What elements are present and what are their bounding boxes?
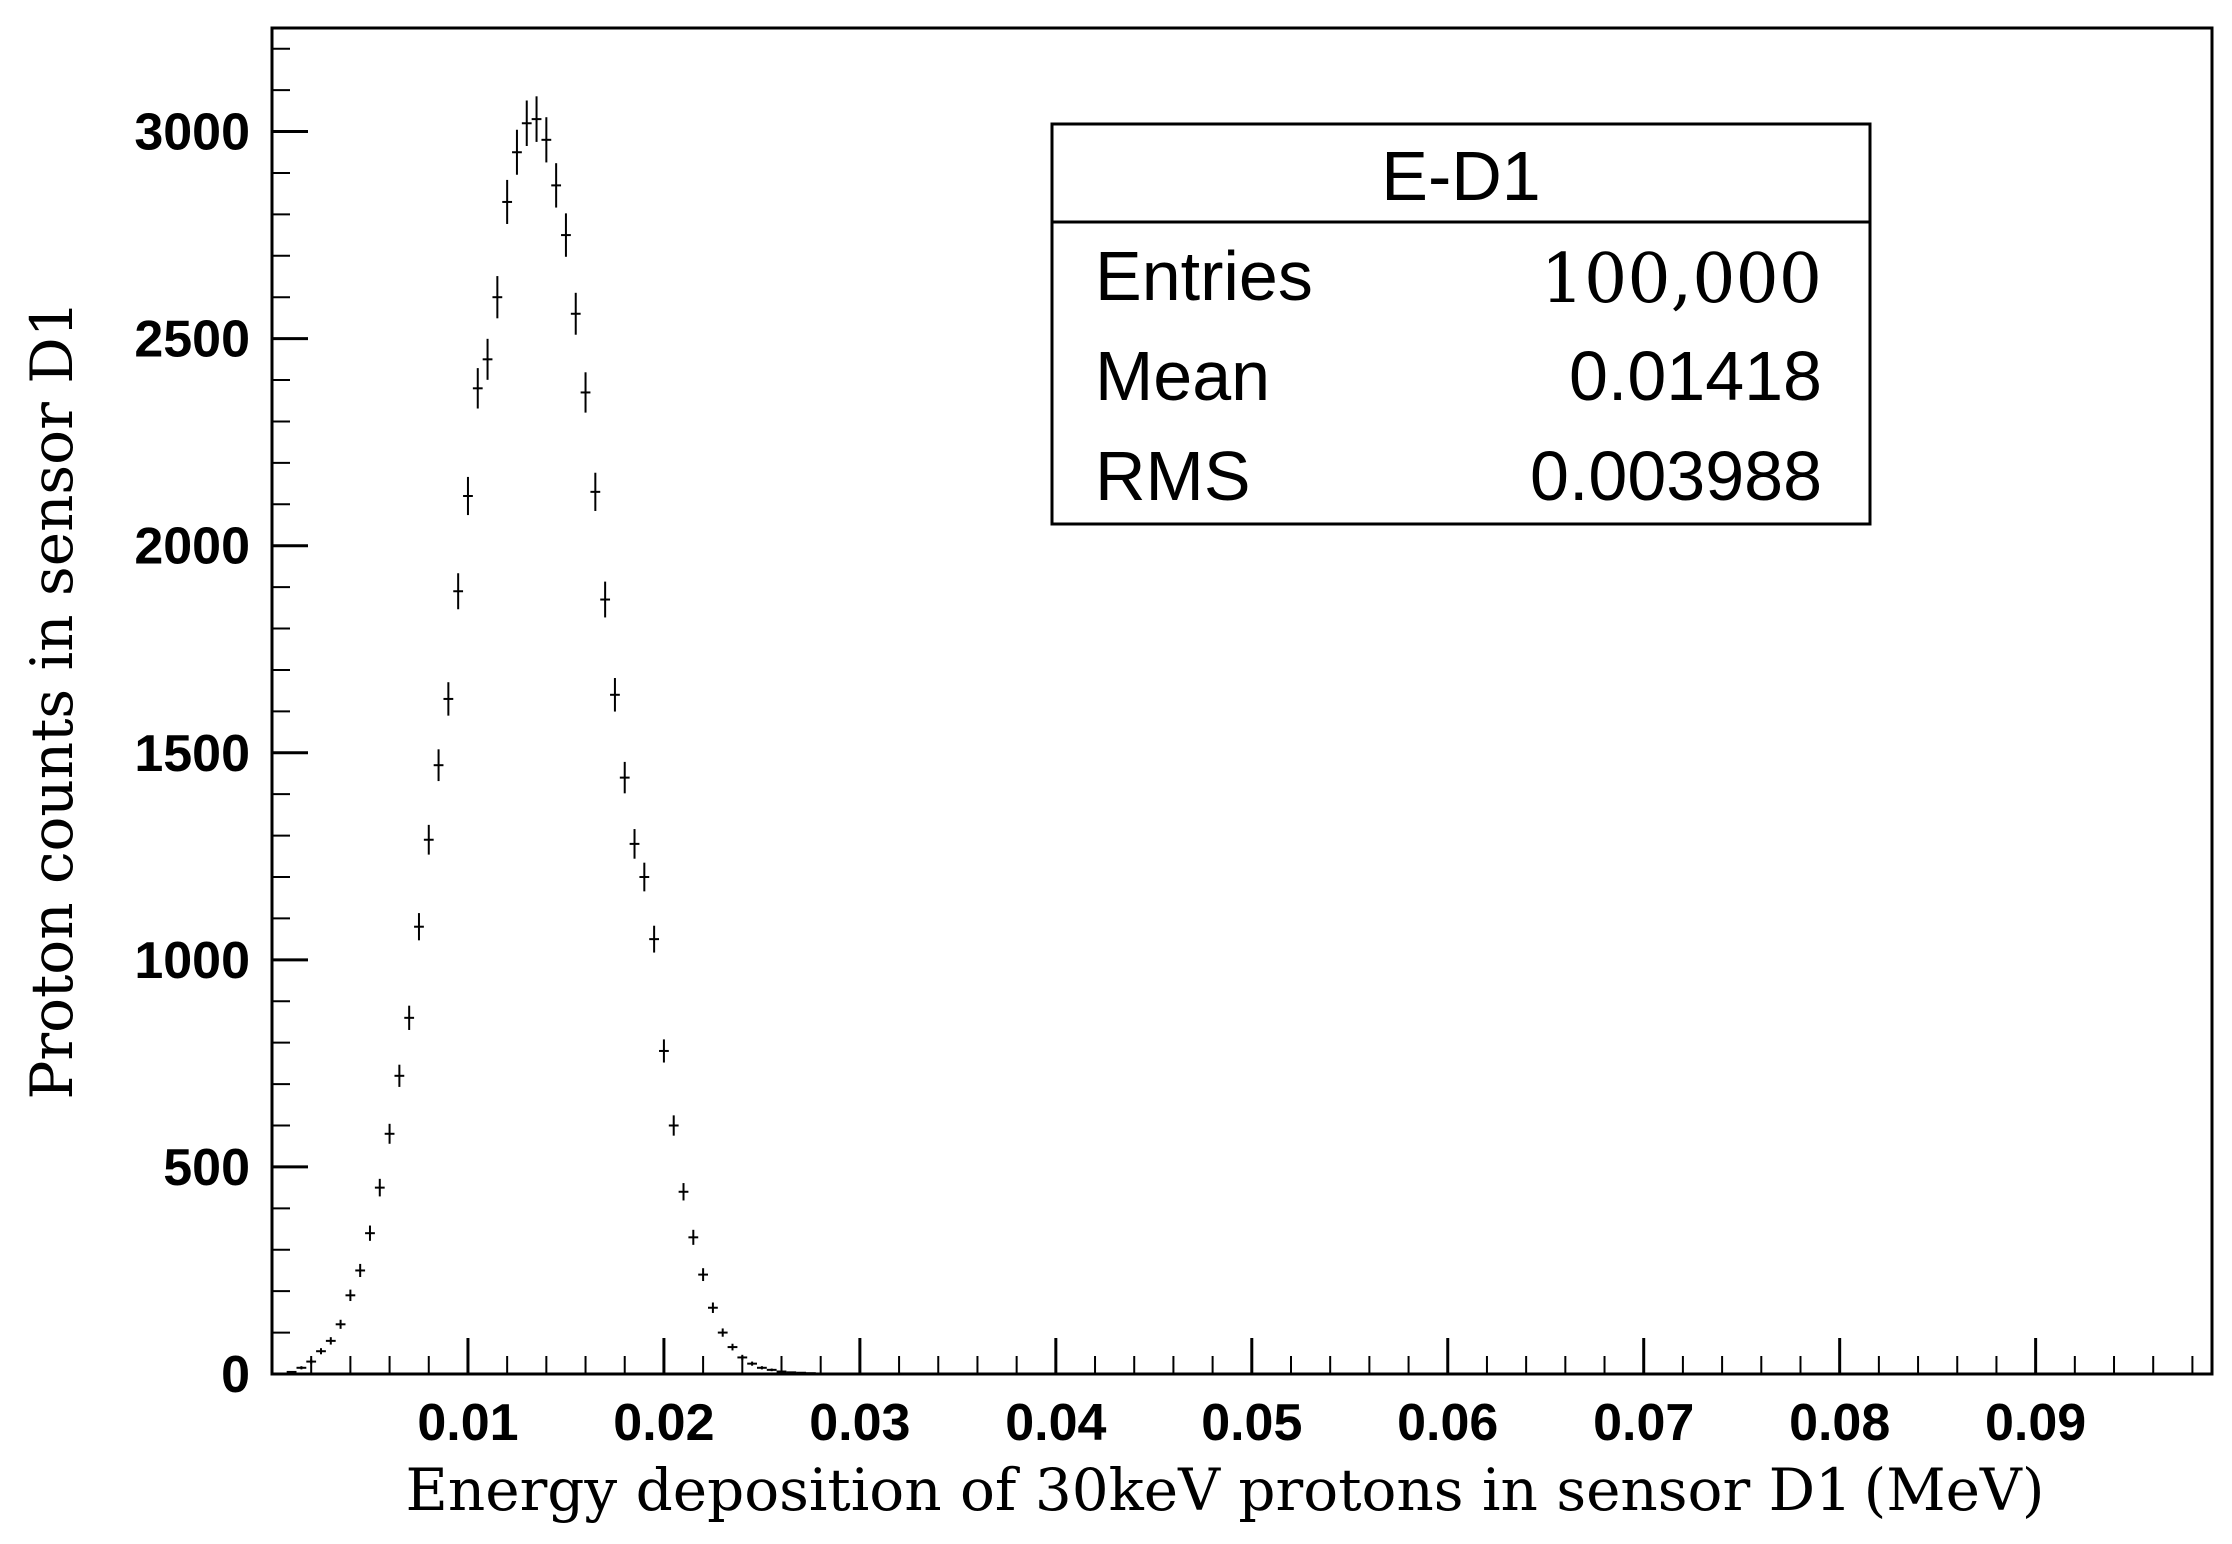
y-tick-label: 0 [221, 1346, 250, 1404]
x-tick-label: 0.09 [1985, 1394, 2086, 1452]
data-point [796, 1371, 806, 1374]
y-tick-label: 3000 [134, 104, 250, 162]
data-point [570, 292, 581, 335]
data-point [423, 824, 434, 855]
data-point [629, 829, 640, 859]
data-point [747, 1361, 757, 1366]
data-point [453, 573, 464, 610]
data-point [708, 1302, 718, 1313]
data-points [286, 96, 826, 1375]
stats-value-rms: 0.003988 [1530, 437, 1822, 515]
data-point [325, 1337, 336, 1345]
data-point [335, 1319, 346, 1329]
x-tick-label: 0.07 [1593, 1394, 1694, 1452]
data-point [296, 1366, 307, 1370]
data-point [433, 749, 444, 782]
data-point [698, 1268, 709, 1282]
data-point [668, 1115, 679, 1136]
data-point [404, 1005, 415, 1030]
data-point [463, 476, 473, 516]
y-tick-label: 2000 [134, 518, 250, 576]
data-point [678, 1183, 689, 1201]
data-point [639, 862, 650, 892]
data-point [394, 1064, 405, 1087]
data-point [737, 1354, 748, 1361]
plot-frame [270, 26, 2214, 1376]
data-point [776, 1370, 787, 1373]
stats-box-title: E-D1 [1381, 137, 1540, 215]
data-point [590, 472, 601, 511]
data-point [600, 581, 611, 618]
x-tick-label: 0.01 [417, 1394, 518, 1452]
data-point [786, 1371, 797, 1374]
stats-label-mean: Mean [1095, 337, 1270, 415]
data-point [561, 213, 571, 257]
stats-label-entries: Entries [1095, 237, 1313, 315]
data-point [482, 338, 493, 380]
data-point [766, 1368, 777, 1372]
data-point [659, 1039, 669, 1063]
data-point [531, 96, 542, 142]
data-point [306, 1359, 317, 1364]
data-point [345, 1289, 356, 1302]
data-point [649, 925, 660, 953]
data-point [521, 100, 532, 147]
data-point [580, 372, 591, 413]
y-tick-label: 500 [163, 1139, 250, 1197]
data-point [365, 1225, 375, 1241]
data-point [688, 1229, 699, 1245]
x-tick-label: 0.02 [613, 1394, 714, 1452]
y-tick-label: 2500 [134, 311, 250, 369]
x-tick-label: 0.04 [1005, 1394, 1106, 1452]
data-point [443, 682, 454, 716]
x-axis-ticks: 0.01 0.02 0.03 0.04 0.05 0.06 0.07 0.08 0.09 [310, 1338, 2194, 1452]
y-axis-ticks: 0 500 1000 1500 2000 2500 3000 [134, 47, 308, 1404]
data-point [374, 1178, 385, 1197]
x-tick-label: 0.05 [1201, 1394, 1302, 1452]
data-point [815, 1372, 826, 1375]
data-point [757, 1366, 767, 1370]
data-point [472, 368, 483, 409]
x-tick-label: 0.08 [1789, 1394, 1890, 1452]
data-point [610, 678, 620, 712]
data-point [355, 1263, 366, 1278]
x-axis-title: Energy deposition of 30keV protons in se… [406, 1456, 2045, 1524]
y-axis-title: Proton counts in sensor D1 [18, 300, 86, 1099]
data-point [512, 129, 522, 175]
data-point [414, 913, 424, 941]
data-point [286, 1370, 297, 1373]
data-point [316, 1348, 326, 1355]
stats-box: E-D1 Entries 100,000 Mean 0.01418 RMS 0.… [1050, 122, 1872, 526]
data-point [727, 1343, 738, 1351]
x-tick-label: 0.03 [809, 1394, 910, 1452]
data-point [717, 1328, 728, 1337]
x-tick-label: 0.06 [1397, 1394, 1498, 1452]
data-point [384, 1123, 395, 1144]
stats-value-entries: 100,000 [1541, 240, 1822, 319]
data-point [805, 1372, 816, 1375]
y-tick-label: 1000 [134, 932, 250, 990]
y-tick-label: 1500 [134, 725, 250, 783]
stats-box-frame [1050, 122, 1872, 526]
stats-value-mean: 0.01418 [1569, 337, 1822, 415]
data-point [619, 761, 630, 794]
data-point [541, 117, 552, 163]
data-point [502, 179, 513, 224]
stats-label-rms: RMS [1095, 437, 1251, 515]
data-point [492, 276, 503, 319]
data-point [551, 163, 562, 208]
